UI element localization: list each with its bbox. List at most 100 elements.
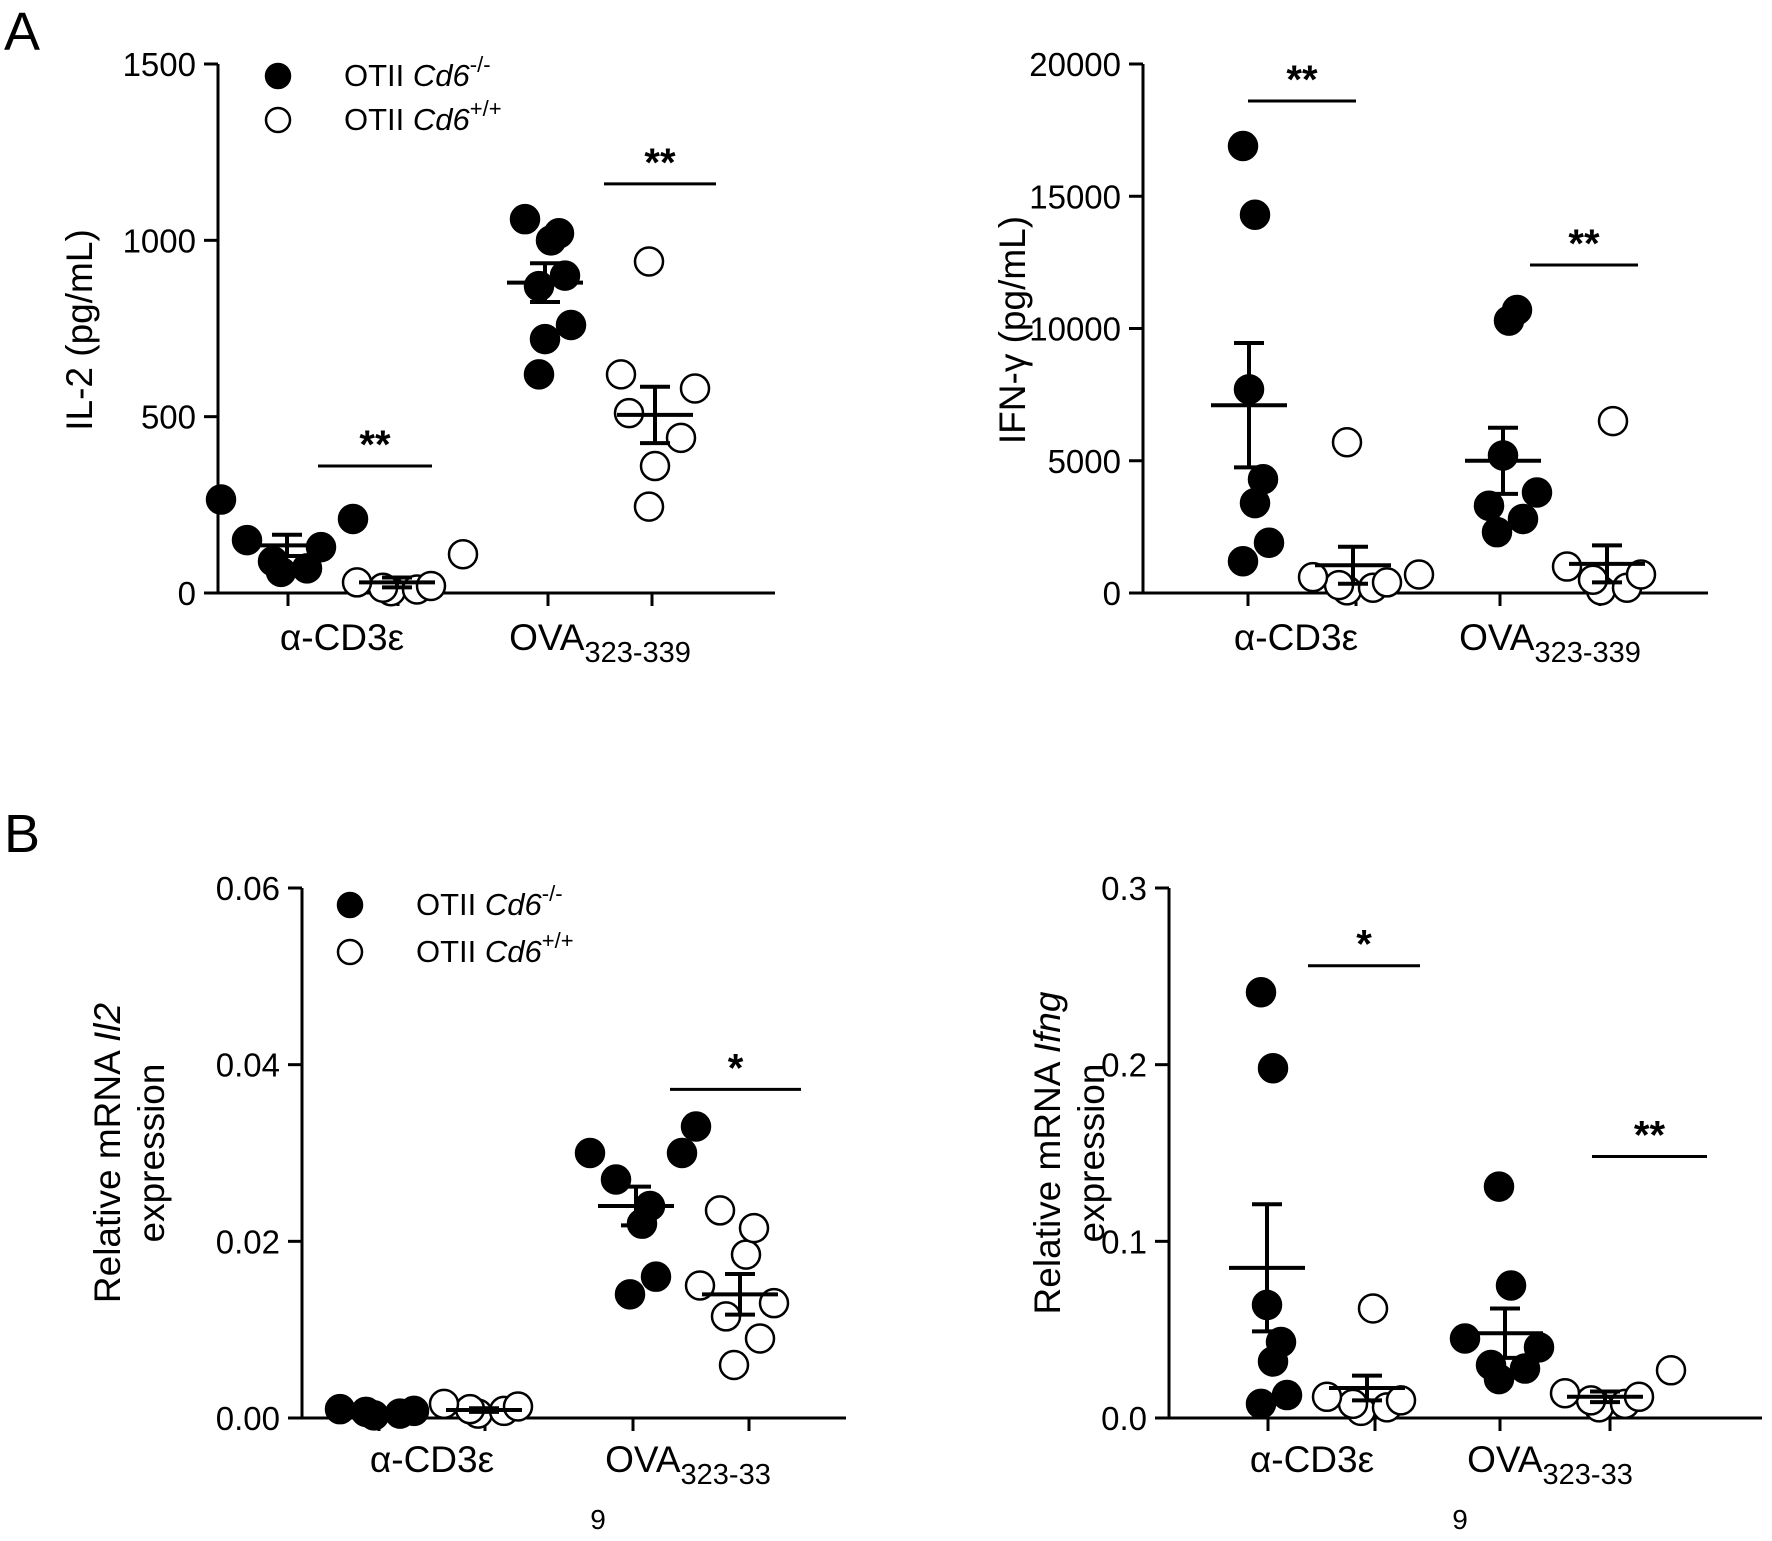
data-point-cd6-wildtype: [415, 570, 447, 602]
data-point-cd6-knockout: [291, 553, 323, 584]
data-point-cd6-wildtype: [1385, 1385, 1417, 1416]
data-point-cd6-wildtype: [665, 422, 697, 454]
il2-mrna-chart: 0.00 0.02 0.04 0.06 Relative mRNA Il2express…: [87, 870, 846, 1535]
data-point-cd6-knockout: [1509, 1353, 1541, 1384]
data-point-cd6-wildtype: [428, 1388, 460, 1420]
data-point-cd6-wildtype: [1551, 551, 1583, 582]
panel-label-b: B: [4, 804, 40, 864]
data-point-cd6-knockout: [509, 203, 541, 235]
data-point-cd6-knockout: [640, 1261, 672, 1292]
category-label-main: α-CD3ε: [1250, 1439, 1374, 1480]
legend-prefix: OTII: [344, 58, 413, 93]
data-point-cd6-knockout: [1483, 1171, 1515, 1202]
y-tick-label: 1500: [123, 46, 196, 83]
category-label-subscript: 323-339: [584, 637, 690, 669]
category-label-main: OVA: [509, 617, 585, 658]
data-point-cd6-knockout: [1271, 1379, 1303, 1411]
data-point-cd6-wildtype: [679, 373, 711, 404]
legend-marker-open: [264, 106, 292, 134]
y-tick-label: 10000: [1029, 311, 1121, 348]
category-label-subscript: 323-339: [1534, 637, 1640, 669]
legend-gene: Cd6: [485, 887, 543, 922]
category-label: OVA323-33: [1467, 1439, 1633, 1491]
data-point-cd6-knockout: [1257, 1052, 1289, 1084]
data-point-cd6-knockout: [614, 1279, 646, 1310]
legend-superscript: +/+: [542, 928, 574, 953]
data-point-cd6-knockout: [1521, 477, 1553, 508]
data-point-cd6-wildtype: [1625, 559, 1657, 590]
data-point-cd6-knockout: [1449, 1323, 1481, 1354]
il2-protein-chart: 0 500 1000 1500 IL-2 (pg/mL) α-CD3ε OVA323-339…: [59, 46, 775, 669]
legend-prefix: OTII: [416, 887, 485, 922]
data-point-cd6-knockout: [1265, 1326, 1297, 1358]
y-axis-title-gene: Il2: [87, 1002, 128, 1042]
category-label: α-CD3ε: [1234, 617, 1358, 658]
significance-label: **: [1568, 222, 1600, 266]
data-point-cd6-knockout: [523, 359, 555, 390]
data-point-cd6-knockout: [1245, 976, 1277, 1008]
data-point-cd6-knockout: [574, 1137, 606, 1169]
significance-label: **: [1286, 58, 1318, 102]
data-point-cd6-wildtype: [704, 1195, 736, 1226]
y-tick-label: 0.1: [1101, 1223, 1147, 1260]
y-tick-label: 0: [1103, 575, 1121, 612]
y-tick-label: 5000: [1048, 443, 1121, 480]
category-label: OVA323-339: [1459, 617, 1641, 669]
y-tick-label: 0.06: [216, 870, 280, 907]
legend-gene: Cd6: [485, 934, 543, 969]
legend-superscript: -/-: [470, 52, 491, 77]
y-tick-label: 0.0: [1101, 1400, 1147, 1437]
data-point-cd6-knockout: [1523, 1332, 1555, 1363]
legend-entry: OTII Cd6+/+: [344, 96, 502, 137]
data-point-cd6-knockout: [549, 260, 581, 291]
data-point-cd6-knockout: [324, 1393, 356, 1425]
category-label-main: α-CD3ε: [1234, 617, 1358, 658]
y-axis-title-line1: Relative mRNA Ifng: [1027, 991, 1068, 1314]
y-axis-title-line2: expression: [131, 1064, 172, 1243]
significance-label: **: [644, 141, 676, 185]
panel-label-a: A: [4, 2, 40, 62]
data-point-cd6-wildtype: [738, 1212, 770, 1244]
legend-marker-open: [336, 938, 364, 966]
y-axis-title-line2: expression: [1071, 1064, 1112, 1243]
y-tick-label: 20000: [1029, 46, 1121, 83]
y-axis-title-text: Relative mRNA: [87, 1042, 128, 1303]
data-point-cd6-wildtype: [1597, 405, 1629, 437]
significance-label: **: [1634, 1114, 1666, 1158]
y-tick-label: 0.3: [1101, 870, 1147, 907]
category-label-main: α-CD3ε: [280, 617, 404, 658]
data-point-cd6-knockout: [1239, 199, 1271, 231]
data-point-cd6-wildtype: [447, 538, 479, 570]
legend-prefix: OTII: [344, 102, 413, 137]
data-point-cd6-wildtype: [1577, 564, 1609, 596]
y-axis-title: IL-2 (pg/mL): [59, 229, 100, 431]
legend-marker-filled: [336, 891, 364, 919]
data-point-cd6-knockout: [1227, 130, 1259, 162]
data-point-cd6-knockout: [600, 1164, 632, 1195]
data-point-cd6-knockout: [205, 484, 237, 515]
data-point-cd6-knockout: [523, 270, 555, 302]
category-label-main: OVA: [1459, 617, 1535, 658]
ifng-mrna-chart: 0.0 0.1 0.2 0.3 Relative mRNA Ifngexpression…: [1027, 870, 1762, 1535]
y-tick-label: 0.2: [1101, 1047, 1147, 1084]
data-point-cd6-wildtype: [1403, 559, 1435, 590]
data-point-cd6-wildtype: [1371, 567, 1403, 598]
y-tick-label: 0.00: [216, 1400, 280, 1437]
category-label: α-CD3ε: [370, 1439, 494, 1480]
data-point-cd6-wildtype: [1337, 1388, 1369, 1420]
category-label: α-CD3ε: [1250, 1439, 1374, 1480]
data-point-cd6-knockout: [231, 524, 263, 556]
data-point-cd6-knockout: [555, 309, 587, 341]
y-tick-label: 1000: [123, 222, 196, 259]
data-point-cd6-wildtype: [639, 450, 671, 482]
data-point-cd6-wildtype: [633, 246, 665, 277]
legend-entry: OTII Cd6-/-: [344, 52, 491, 93]
data-point-cd6-wildtype: [1331, 426, 1363, 458]
data-point-cd6-knockout: [1501, 294, 1533, 326]
category-label-wrap: 9: [590, 1504, 606, 1535]
legend-entry: OTII Cd6-/-: [416, 881, 563, 922]
data-point-cd6-knockout: [666, 1137, 698, 1169]
data-point-cd6-wildtype: [718, 1349, 750, 1381]
data-point-cd6-knockout: [529, 323, 561, 355]
y-tick-label: 500: [141, 399, 196, 436]
